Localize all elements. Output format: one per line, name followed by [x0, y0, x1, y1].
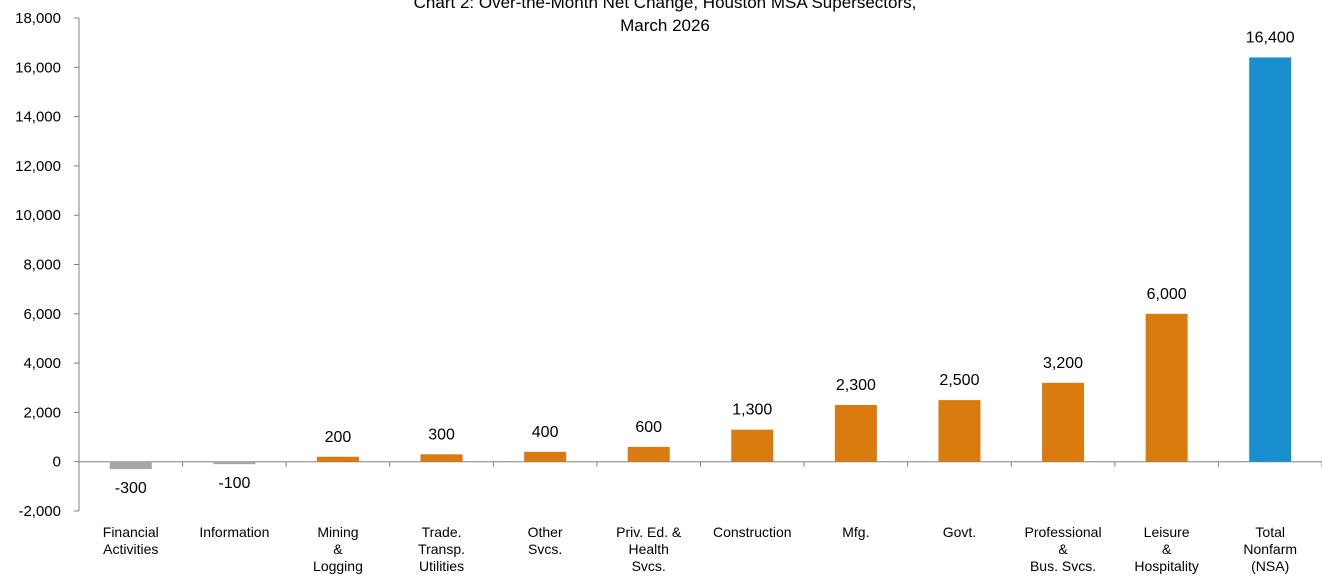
chart-title: Chart 2: Over-the-Month Net Change, Hous… — [414, 0, 917, 35]
category-label: Priv. Ed. & Health Svcs. — [616, 524, 682, 574]
category-label: Total Nonfarm (NSA) — [1243, 524, 1297, 574]
bar — [213, 461, 256, 465]
category-label: Professional & Bus. Svcs. — [1025, 524, 1102, 574]
category-label-line: Activities — [103, 541, 158, 557]
y-tick-label: -2,000 — [18, 503, 61, 520]
category-label-line: Trade. — [422, 524, 462, 540]
bar-value-label: 6,000 — [1147, 286, 1187, 303]
bar — [731, 429, 774, 462]
bar-value-label: -100 — [218, 475, 250, 492]
bar-value-label: 300 — [428, 426, 455, 443]
bar — [938, 400, 981, 462]
chart-title-line-1: Chart 2: Over-the-Month Net Change, Hous… — [414, 0, 917, 12]
y-tick-label: 16,000 — [15, 59, 61, 76]
category-label: Construction — [713, 524, 792, 540]
bar-value-label: 2,300 — [836, 377, 876, 394]
category-label-line: Svcs. — [528, 541, 562, 557]
y-tick-label: 10,000 — [15, 207, 61, 224]
category-label-line: Hospitality — [1134, 558, 1199, 574]
y-axis: -2,000 0 2,000 4,000 6,000 8,000 10,000 12,000 1… — [15, 10, 80, 520]
y-tick-label: 4,000 — [23, 355, 61, 372]
category-label-line: Logging — [313, 558, 363, 574]
category-label: Financial Activities — [103, 524, 159, 557]
category-label-line: Leisure — [1144, 524, 1190, 540]
y-tick-label: 12,000 — [15, 158, 61, 175]
y-tick-label: 2,000 — [23, 404, 61, 421]
category-label-line: Information — [199, 524, 269, 540]
bar-value-label: 400 — [532, 424, 559, 441]
category-label-line: Professional — [1025, 524, 1102, 540]
bar-value-label: 3,200 — [1043, 355, 1083, 372]
bar — [109, 461, 152, 470]
category-label: Other Svcs. — [528, 524, 563, 557]
bar-value-label: 1,300 — [732, 402, 772, 419]
category-label: Trade. Transp. Utilities — [418, 524, 465, 574]
category-label-line: Construction — [713, 524, 792, 540]
y-tick-label: 18,000 — [15, 10, 61, 27]
category-label: Govt. — [943, 524, 976, 540]
data-labels: -300 -100 200 300 400 600 1,300 2,300 2,500 3,200… — [115, 29, 1295, 497]
bar — [420, 454, 463, 462]
bar — [1042, 382, 1085, 462]
category-label-line: Mfg. — [842, 524, 869, 540]
bar-series — [109, 57, 1292, 470]
category-label: Leisure & Hospitality — [1134, 524, 1199, 574]
category-label-line: Mining — [317, 524, 358, 540]
category-label-line: Bus. Svcs. — [1030, 558, 1096, 574]
category-label-line: Svcs. — [632, 558, 666, 574]
category-label: Mfg. — [842, 524, 869, 540]
bar — [627, 446, 670, 462]
bar-value-label: 2,500 — [939, 372, 979, 389]
category-label-line: (NSA) — [1251, 558, 1289, 574]
y-tick-label: 6,000 — [23, 306, 61, 323]
bar — [524, 451, 567, 462]
bar — [834, 405, 877, 462]
bar — [1145, 313, 1188, 462]
y-tick-label: 14,000 — [15, 109, 61, 126]
category-label-line: Utilities — [419, 558, 464, 574]
x-axis — [78, 461, 1322, 467]
category-label-line: Financial — [103, 524, 159, 540]
y-tick-label: 0 — [53, 454, 61, 471]
category-label-line: Govt. — [943, 524, 976, 540]
category-label-line: & — [333, 541, 343, 557]
category-label-line: Priv. Ed. & — [616, 524, 682, 540]
category-label-line: & — [1162, 541, 1172, 557]
bar — [1249, 57, 1292, 462]
category-label-line: Nonfarm — [1243, 541, 1297, 557]
bar-value-label: -300 — [115, 480, 147, 497]
category-label-line: Other — [528, 524, 563, 540]
category-label-line: Transp. — [418, 541, 465, 557]
bar-value-label: 600 — [635, 419, 662, 436]
category-label-line: Total — [1255, 524, 1285, 540]
chart-title-line-2: March 2026 — [620, 16, 710, 35]
bar — [316, 456, 359, 462]
category-label: Information — [199, 524, 269, 540]
bar-value-label: 16,400 — [1246, 29, 1295, 46]
bar-value-label: 200 — [325, 429, 352, 446]
y-tick-label: 8,000 — [23, 257, 61, 274]
category-label: Mining & Logging — [313, 524, 363, 574]
category-label-line: & — [1058, 541, 1068, 557]
category-label-line: Health — [628, 541, 668, 557]
